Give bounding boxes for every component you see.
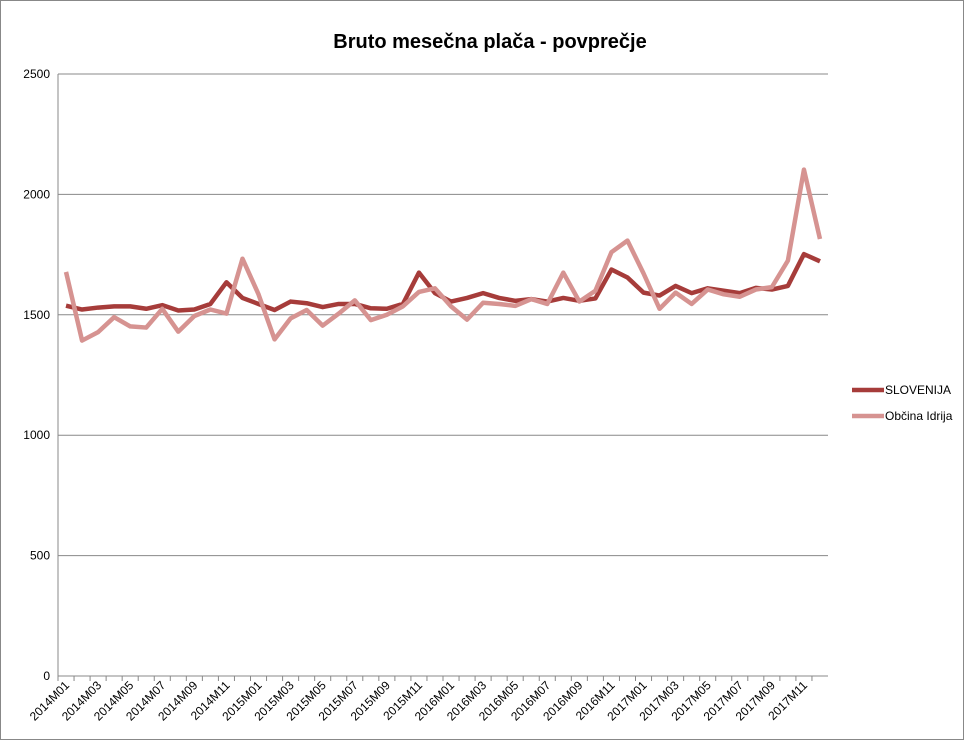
y-tick-label: 0: [43, 669, 50, 683]
line-series: [63, 167, 823, 343]
legend-label: SLOVENIJA: [885, 383, 951, 397]
y-tick-label: 1000: [23, 428, 50, 442]
y-tick-label: 2500: [23, 67, 50, 81]
y-tick-label: 2000: [23, 187, 50, 201]
legend-label: Občina Idrija: [885, 409, 953, 423]
chart-title: Bruto mesečna plača - povprečje: [333, 31, 646, 53]
y-tick-label: 500: [30, 549, 50, 563]
y-tick-label: 1500: [23, 308, 50, 322]
